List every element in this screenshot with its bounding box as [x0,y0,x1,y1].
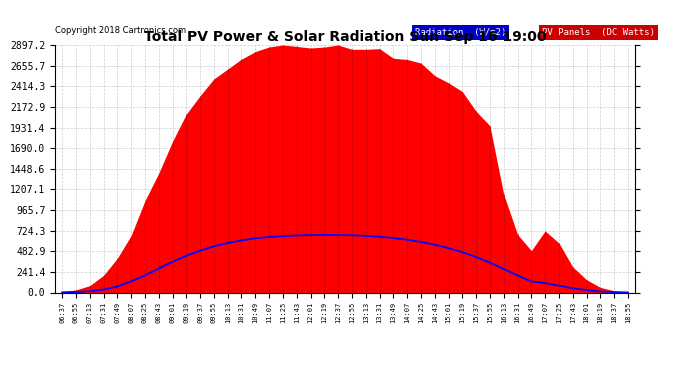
Text: Radiation  (W/m2): Radiation (W/m2) [415,28,506,37]
Text: Copyright 2018 Cartronics.com: Copyright 2018 Cartronics.com [55,26,186,35]
Text: PV Panels  (DC Watts): PV Panels (DC Watts) [542,28,655,37]
Title: Total PV Power & Solar Radiation Sun Sep 16 19:00: Total PV Power & Solar Radiation Sun Sep… [144,30,546,44]
